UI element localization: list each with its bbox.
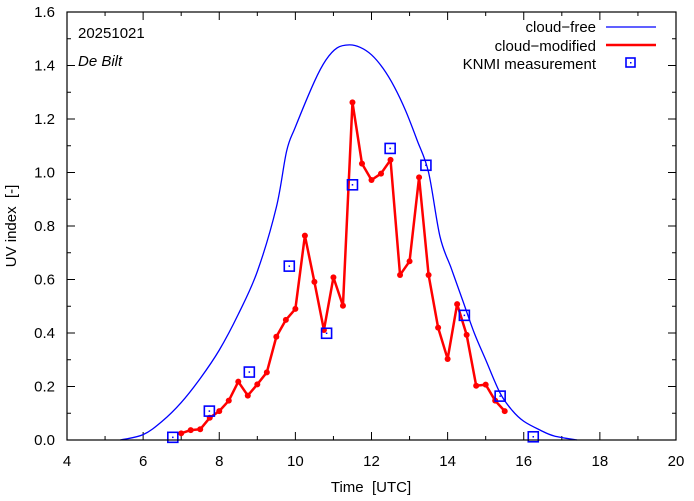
cloud-modified-point — [406, 258, 413, 265]
knmi-measurement-center-dot — [208, 410, 211, 412]
annotation-location: De Bilt — [78, 53, 123, 70]
cloud-modified-point — [358, 160, 365, 167]
legend: cloud−free cloud−modified KNMI measureme… — [463, 19, 656, 73]
cloud-modified-point — [330, 274, 337, 281]
y-tick-label: 0.6 — [34, 272, 55, 289]
cloud-modified-point — [254, 381, 261, 388]
cloud-modified-point — [178, 430, 185, 437]
cloud-modified-line — [180, 101, 506, 435]
cloud-modified-point — [473, 382, 480, 389]
y-tick-label: 0.8 — [34, 218, 55, 235]
cloud-modified-point — [368, 176, 375, 183]
x-tick-label: 6 — [139, 453, 147, 470]
x-axis-title: Time [UTC] — [331, 479, 411, 496]
cloud-modified-point — [301, 232, 308, 239]
cloud-modified-point — [463, 331, 470, 338]
knmi-measurement-point — [167, 431, 179, 444]
series-knmi-measurement — [167, 142, 540, 444]
cloud-modified-point — [454, 301, 461, 308]
knmi-measurement-center-dot — [532, 436, 535, 438]
knmi-measurement-center-dot — [248, 371, 251, 373]
cloud-modified-point — [482, 381, 489, 388]
series-cloud-modified — [178, 99, 508, 437]
knmi-measurement-point — [494, 390, 506, 402]
major-ticks — [66, 11, 677, 441]
knmi-measurement-point — [527, 430, 540, 443]
cloud-modified-point — [197, 426, 204, 433]
x-tick-label: 18 — [592, 453, 609, 470]
cloud-modified-point — [292, 305, 299, 312]
y-tick-label: 0.0 — [34, 432, 55, 449]
cloud-modified-point — [339, 302, 346, 309]
knmi-measurement-point — [320, 327, 333, 340]
x-tick-label: 12 — [363, 453, 380, 470]
minor-ticks — [67, 12, 676, 440]
y-tick-label: 0.4 — [34, 325, 55, 342]
cloud-modified-point — [225, 397, 232, 404]
knmi-measurement-center-dot — [389, 147, 391, 150]
x-tick-label: 10 — [287, 453, 304, 470]
knmi-measurement-center-dot — [325, 332, 328, 335]
knmi-measurement-point — [243, 366, 256, 378]
cloud-modified-point — [416, 174, 423, 181]
knmi-measurement-center-dot — [463, 314, 466, 317]
knmi-measurement-point — [458, 309, 471, 322]
knmi-measurement-point — [283, 260, 296, 272]
y-tick-label: 1.0 — [34, 165, 55, 182]
cloud-modified-point — [235, 378, 242, 385]
knmi-measurement-center-dot — [288, 265, 291, 267]
y-tick-labels: 0.0 0.2 0.4 0.6 0.8 1.0 1.2 1.4 1.6 — [34, 4, 55, 449]
legend-label-cloud-free: cloud−free — [526, 19, 596, 36]
cloud-modified-point — [378, 170, 385, 177]
cloud-modified-point — [444, 355, 451, 362]
x-tick-labels: 4 6 8 10 12 14 16 18 20 — [63, 453, 685, 470]
y-axis-title: UV index [-] — [3, 185, 20, 268]
legend-label-knmi-measurement: KNMI measurement — [463, 56, 597, 73]
knmi-measurement-point — [346, 179, 359, 191]
cloud-modified-point — [216, 408, 223, 415]
y-tick-label: 1.4 — [34, 58, 55, 75]
knmi-measurement-center-dot — [172, 436, 174, 439]
cloud-modified-point — [263, 369, 270, 376]
series-cloud-free — [120, 44, 578, 441]
cloud-modified-point — [397, 271, 404, 278]
cloud-modified-point — [435, 324, 442, 331]
x-tick-label: 20 — [668, 453, 685, 470]
cloud-free-line — [120, 44, 578, 441]
knmi-measurement-point — [384, 142, 396, 155]
knmi-measurement-point — [203, 405, 216, 417]
legend-swatch-knmi-measurement — [625, 57, 636, 68]
knmi-measurement-center-dot — [351, 184, 354, 186]
y-tick-label: 0.2 — [34, 379, 55, 396]
plot-frame — [66, 11, 677, 441]
cloud-modified-point — [425, 271, 432, 278]
cloud-modified-point — [273, 333, 280, 340]
knmi-measurement-point — [420, 159, 432, 172]
cloud-modified-point — [187, 427, 194, 434]
legend-swatch-knmi-measurement-dot — [630, 62, 632, 64]
y-tick-label: 1.2 — [34, 111, 55, 128]
annotation-date: 20251021 — [78, 25, 145, 42]
x-tick-label: 8 — [215, 453, 223, 470]
cloud-modified-point — [501, 408, 508, 415]
cloud-modified-point — [282, 316, 289, 323]
x-tick-label: 16 — [515, 453, 532, 470]
legend-label-cloud-modified: cloud−modified — [495, 38, 596, 55]
cloud-modified-point — [311, 278, 318, 285]
x-tick-label: 14 — [439, 453, 456, 470]
cloud-modified-point — [387, 156, 394, 163]
y-tick-label: 1.6 — [34, 4, 55, 21]
x-tick-label: 4 — [63, 453, 71, 470]
knmi-measurement-center-dot — [499, 395, 501, 397]
cloud-modified-point — [349, 99, 356, 106]
cloud-modified-point — [244, 392, 251, 399]
knmi-measurement-center-dot — [425, 164, 427, 167]
